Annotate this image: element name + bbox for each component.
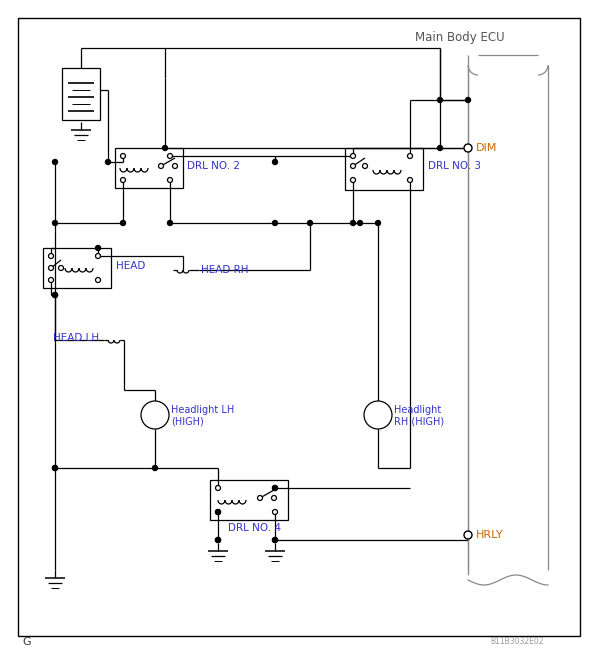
Circle shape — [216, 538, 220, 542]
Circle shape — [49, 265, 53, 271]
Text: Headlight: Headlight — [394, 405, 441, 415]
Circle shape — [95, 246, 101, 250]
Text: (HIGH): (HIGH) — [171, 416, 204, 426]
Circle shape — [53, 466, 58, 470]
Text: HRLY: HRLY — [476, 530, 504, 540]
Text: DRL NO. 4: DRL NO. 4 — [228, 523, 281, 533]
Circle shape — [350, 221, 355, 225]
Bar — [345, 148, 423, 190]
Circle shape — [53, 293, 58, 297]
Text: DRL NO. 2: DRL NO. 2 — [187, 161, 240, 171]
Text: Headlight LH: Headlight LH — [171, 405, 234, 415]
Circle shape — [271, 495, 277, 500]
Circle shape — [216, 538, 220, 542]
Circle shape — [49, 278, 53, 282]
Circle shape — [358, 221, 362, 225]
Circle shape — [464, 531, 472, 539]
Bar — [62, 68, 100, 120]
Circle shape — [362, 164, 368, 168]
Circle shape — [53, 160, 58, 164]
Circle shape — [216, 510, 220, 514]
Circle shape — [350, 164, 355, 168]
Circle shape — [53, 221, 58, 225]
Circle shape — [53, 466, 58, 470]
Circle shape — [173, 164, 177, 168]
Circle shape — [407, 178, 413, 183]
Circle shape — [258, 495, 262, 500]
Circle shape — [168, 153, 173, 159]
Circle shape — [141, 401, 169, 429]
Circle shape — [350, 153, 355, 159]
Circle shape — [153, 466, 158, 470]
Circle shape — [307, 221, 313, 225]
Circle shape — [53, 293, 58, 297]
Circle shape — [216, 510, 220, 514]
Circle shape — [120, 153, 126, 159]
Circle shape — [273, 485, 277, 491]
Text: DIM: DIM — [476, 143, 497, 153]
Text: RH (HIGH): RH (HIGH) — [394, 416, 444, 426]
Circle shape — [407, 153, 413, 159]
Circle shape — [120, 178, 126, 183]
Circle shape — [464, 144, 472, 152]
Circle shape — [159, 164, 164, 168]
Circle shape — [273, 221, 277, 225]
Circle shape — [273, 485, 277, 491]
Text: B11B3032E02: B11B3032E02 — [490, 637, 543, 646]
Text: HEAD: HEAD — [116, 261, 146, 271]
Circle shape — [120, 221, 126, 225]
Circle shape — [465, 98, 470, 102]
Circle shape — [273, 538, 277, 542]
Circle shape — [437, 145, 443, 151]
Circle shape — [273, 510, 277, 514]
Circle shape — [376, 221, 380, 225]
Bar — [43, 248, 111, 288]
Bar — [115, 148, 183, 188]
Circle shape — [168, 221, 173, 225]
Circle shape — [437, 98, 443, 102]
Circle shape — [350, 178, 355, 183]
Circle shape — [95, 278, 101, 282]
Circle shape — [273, 160, 277, 164]
Text: DRL NO. 3: DRL NO. 3 — [428, 161, 481, 171]
Text: HEAD LH: HEAD LH — [53, 333, 99, 343]
Bar — [210, 480, 288, 520]
Text: HEAD RH: HEAD RH — [201, 265, 249, 275]
Circle shape — [105, 160, 110, 164]
Circle shape — [59, 265, 63, 271]
Circle shape — [95, 253, 101, 259]
Circle shape — [216, 485, 220, 491]
Text: G: G — [22, 637, 31, 647]
Circle shape — [168, 178, 173, 183]
Circle shape — [49, 253, 53, 259]
Circle shape — [162, 145, 168, 151]
Circle shape — [364, 401, 392, 429]
Circle shape — [273, 538, 277, 542]
Text: Main Body ECU: Main Body ECU — [415, 31, 504, 45]
